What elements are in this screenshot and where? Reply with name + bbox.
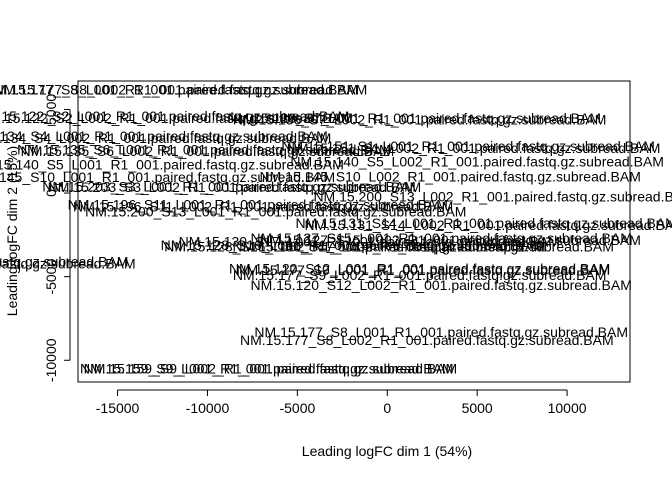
x-tick-label: -5000	[279, 400, 315, 416]
point-label: NM.15.177_S9_L002_R1_001.paired.fastq.gz…	[233, 267, 607, 283]
point-label: NM.15.140_S5_L002_R1_001.paired.fastq.gz…	[290, 153, 664, 169]
x-axis-label: Leading logFC dim 1 (54%)	[302, 443, 472, 459]
x-tick-label: 0	[383, 400, 391, 416]
y-axis-label: Leading logFC dim 2 (15%)	[4, 146, 20, 316]
point-label: NM.15.130_S17_L002_R1_001.paired.fastq.g…	[233, 239, 614, 255]
point-label: NM.15.124_S18_L002_R1_001.paired.fastq.g…	[0, 255, 136, 271]
y-tick-label: -10000	[43, 338, 59, 382]
x-tick-label: -10000	[186, 400, 230, 416]
x-tick-label: -15000	[96, 400, 140, 416]
point-label: NM.15.159_S9_L002_R1_001.paired.fastq.gz…	[84, 361, 458, 377]
point-label: NM.15.177_S8_L002_R1_001.paired.fastq.gz…	[0, 81, 367, 97]
point-label: NM.15.177_S8_L002_R1_001.paired.fastq.gz…	[240, 332, 614, 348]
x-tick-label: 5000	[462, 400, 493, 416]
point-labels: NM.15.177_S8_L001_R1_001.paired.fastq.gz…	[0, 81, 672, 376]
point-label: NM.15.200_S13_L002_R1_001.paired.fastq.g…	[313, 188, 672, 204]
point-label: NM.15.136_S7_L002_R1_001.paired.fastq.gz…	[233, 111, 607, 127]
x-axis: -15000 -10000 -5000 0 5000 10000	[96, 390, 587, 416]
x-tick-label: 10000	[548, 400, 587, 416]
